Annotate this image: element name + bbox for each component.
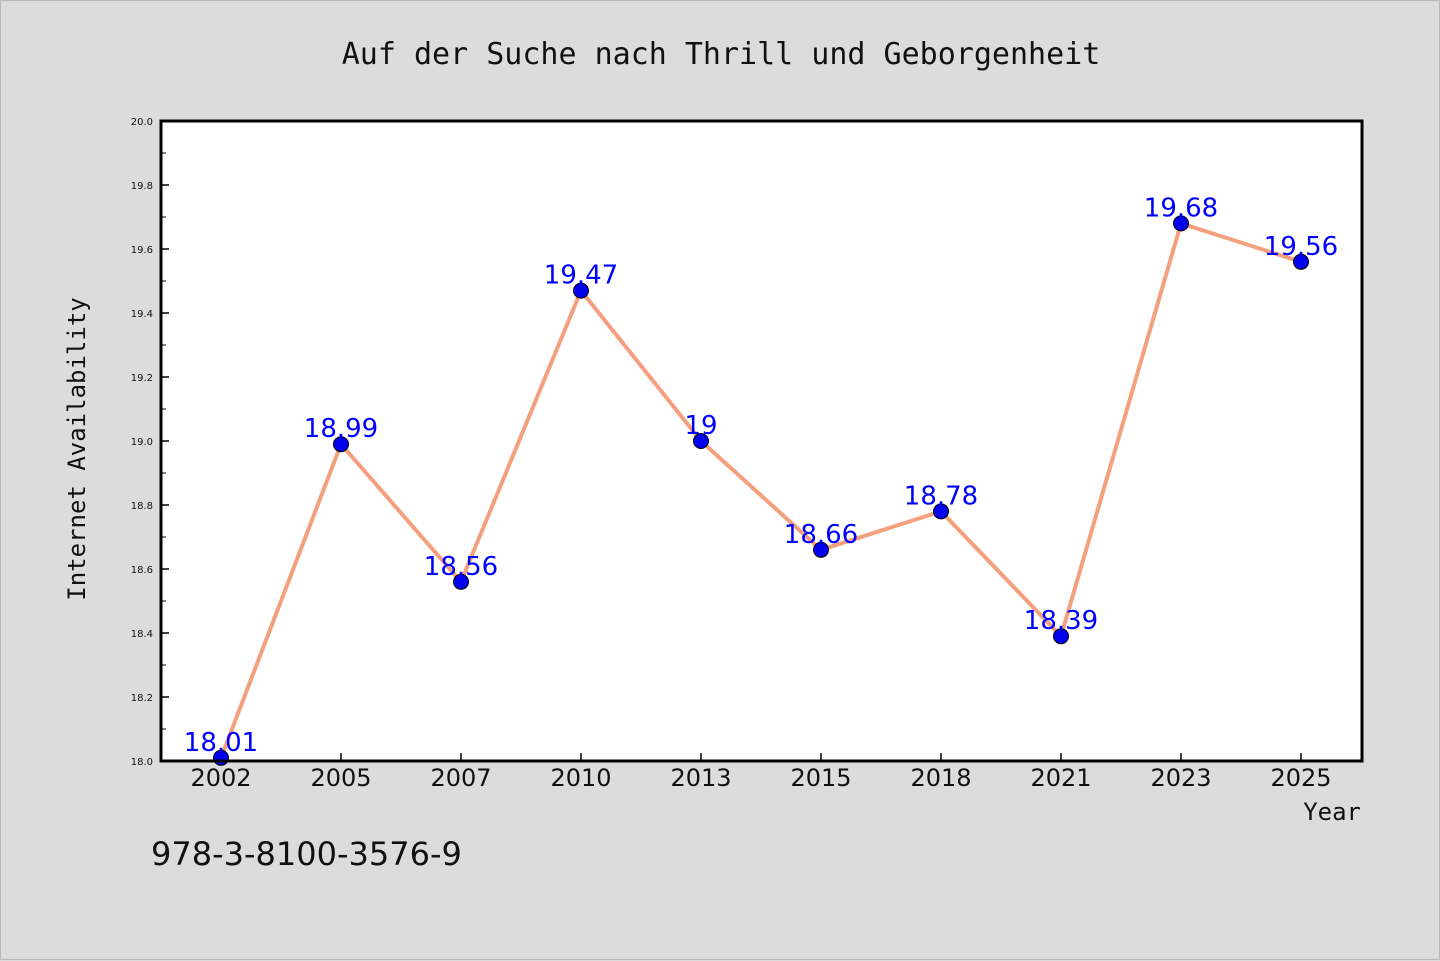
data-point <box>1173 215 1189 232</box>
x-tick-label: 2013 <box>670 764 731 792</box>
data-label: 18.01 <box>184 728 258 758</box>
x-tick-label: 2023 <box>1150 764 1211 792</box>
y-axis-label: Internet Availability <box>63 297 91 600</box>
y-tick-label: 18.2 <box>131 693 153 704</box>
x-tick-label: 2010 <box>550 764 611 792</box>
y-tick-label: 19.8 <box>131 181 153 192</box>
x-axis-label: Year <box>1303 798 1361 826</box>
data-label: 19.56 <box>1264 232 1338 262</box>
x-tick-label: 2005 <box>310 764 371 792</box>
series-line <box>219 221 1302 759</box>
y-tick-label: 18.0 <box>131 757 153 768</box>
chart-title: Auf der Suche nach Thrill und Geborgenhe… <box>342 37 1101 72</box>
x-axis: 2002 2005 2007 2010 2013 2015 2018 2021 2023 2025 <box>190 753 1332 792</box>
data-point <box>813 541 829 558</box>
data-label: 18.39 <box>1024 606 1098 636</box>
y-tick-label: 20.0 <box>131 117 153 128</box>
x-tick-label: 2018 <box>910 764 971 792</box>
data-label: 18.78 <box>904 481 978 511</box>
x-tick-label: 2021 <box>1030 764 1091 792</box>
isbn-text: 978-3-8100-3576-9 <box>151 835 462 873</box>
x-tick-label: 2015 <box>790 764 851 792</box>
data-label: 19.68 <box>1144 193 1218 223</box>
data-label: 18.56 <box>424 552 498 582</box>
data-label: 18.66 <box>784 520 858 550</box>
y-tick-label: 19.0 <box>131 437 153 448</box>
x-tick-label: 2002 <box>190 764 251 792</box>
data-point <box>933 503 949 520</box>
data-point <box>453 573 469 590</box>
data-point <box>693 433 709 449</box>
data-label: 19 <box>684 411 717 441</box>
data-point <box>573 282 589 299</box>
x-tick-label: 2007 <box>430 764 491 792</box>
data-label: 19.47 <box>544 261 618 291</box>
plot-area <box>161 121 1362 761</box>
y-tick-label: 18.4 <box>131 629 153 640</box>
plot-frame <box>159 119 1364 763</box>
series-layer: 18.01 18.99 18.56 19.47 19 18.66 18.78 18.39 19.… <box>184 193 1338 766</box>
y-tick-label: 19.2 <box>131 373 153 384</box>
x-tick-label: 2025 <box>1270 764 1331 792</box>
data-point <box>1053 628 1069 645</box>
data-label: 18.99 <box>304 414 378 444</box>
y-tick-label: 19.6 <box>131 245 153 256</box>
y-tick-label: 18.8 <box>131 501 153 512</box>
y-tick-label: 18.6 <box>131 565 153 576</box>
y-tick-label: 19.4 <box>131 309 153 320</box>
data-point <box>333 436 349 453</box>
data-point <box>1293 253 1309 270</box>
